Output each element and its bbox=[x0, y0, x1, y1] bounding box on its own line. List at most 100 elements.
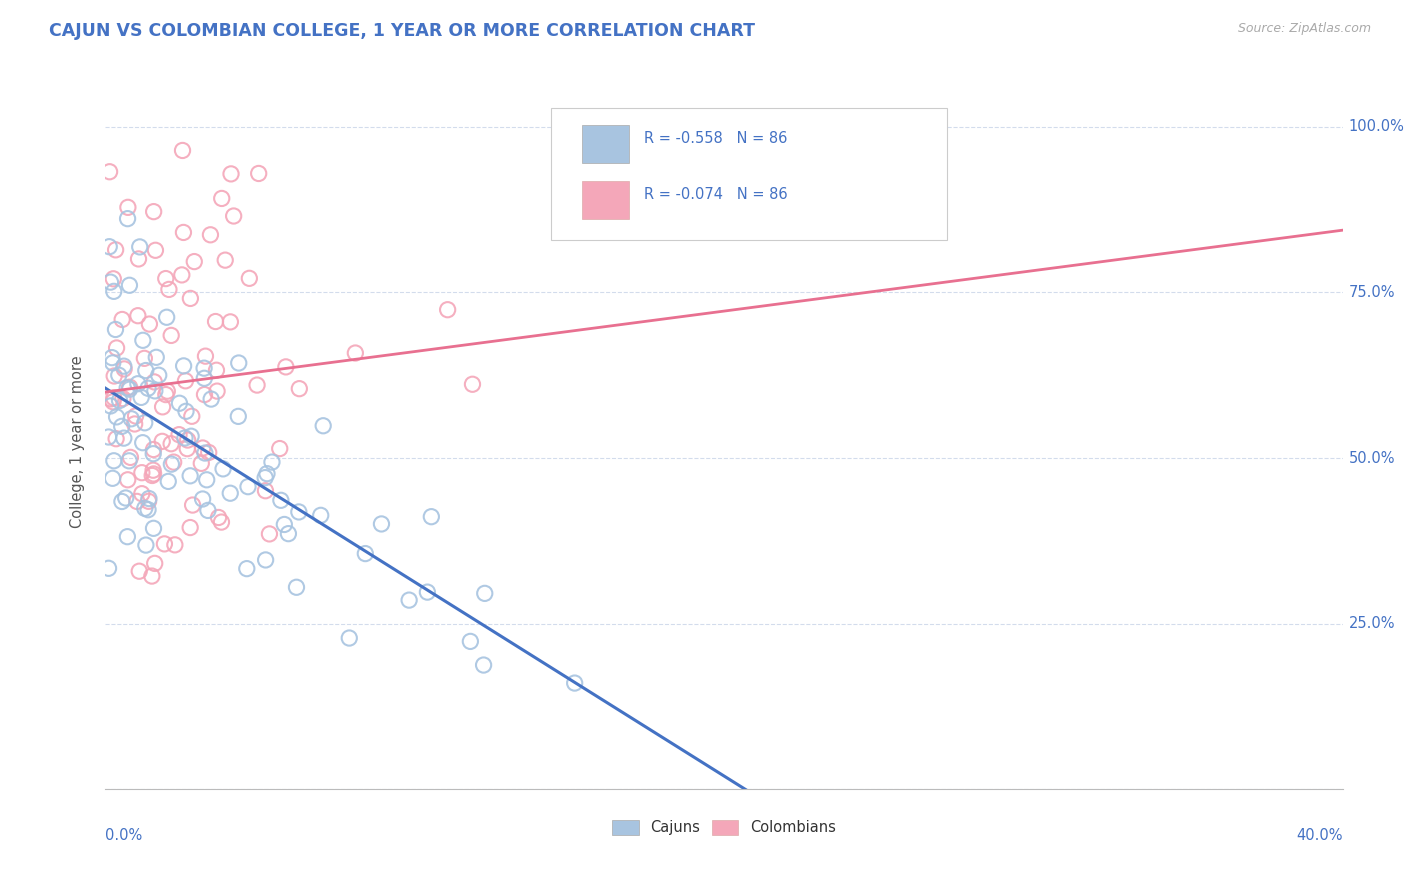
Point bbox=[172, 144, 194, 158]
Point bbox=[105, 432, 128, 446]
Point bbox=[118, 454, 141, 468]
Point bbox=[136, 381, 159, 395]
Point bbox=[112, 431, 135, 445]
Point bbox=[131, 466, 153, 480]
Point bbox=[254, 470, 277, 484]
Point bbox=[104, 322, 127, 336]
Point bbox=[564, 676, 586, 690]
Point bbox=[259, 527, 281, 541]
Point bbox=[193, 371, 215, 385]
Point bbox=[337, 631, 360, 645]
Point bbox=[103, 391, 125, 405]
Point bbox=[148, 368, 170, 383]
Point bbox=[135, 538, 157, 552]
Point bbox=[141, 468, 163, 483]
Point bbox=[193, 387, 215, 401]
Point bbox=[125, 494, 148, 508]
Point bbox=[370, 516, 392, 531]
Point bbox=[117, 211, 139, 226]
Point bbox=[179, 468, 201, 483]
Point bbox=[288, 382, 311, 396]
Point bbox=[273, 517, 295, 532]
Text: R = -0.558   N = 86: R = -0.558 N = 86 bbox=[644, 131, 787, 146]
Point bbox=[197, 503, 219, 517]
Point bbox=[174, 374, 197, 388]
Point bbox=[309, 508, 332, 523]
Point bbox=[219, 167, 242, 181]
Point bbox=[142, 447, 165, 461]
Point bbox=[173, 359, 195, 373]
Point bbox=[111, 494, 134, 508]
Point bbox=[420, 509, 443, 524]
Point bbox=[354, 547, 377, 561]
Point bbox=[127, 376, 149, 391]
Point bbox=[436, 302, 458, 317]
Point bbox=[153, 537, 176, 551]
Point bbox=[141, 569, 163, 583]
Point bbox=[143, 557, 166, 571]
Point bbox=[97, 561, 120, 575]
Point bbox=[238, 271, 260, 285]
Point bbox=[167, 427, 190, 442]
Point bbox=[152, 400, 174, 414]
Point bbox=[256, 467, 278, 481]
Point bbox=[105, 341, 128, 355]
Point bbox=[174, 431, 197, 445]
Point bbox=[143, 384, 166, 398]
Point bbox=[270, 493, 292, 508]
Point bbox=[212, 462, 235, 476]
Point bbox=[142, 521, 165, 535]
Point bbox=[103, 272, 125, 286]
Point bbox=[169, 396, 191, 410]
Point bbox=[204, 314, 226, 328]
Point bbox=[134, 501, 156, 516]
Point bbox=[163, 455, 186, 469]
Point bbox=[128, 240, 150, 254]
FancyBboxPatch shape bbox=[582, 125, 628, 163]
Point bbox=[472, 658, 495, 673]
Point bbox=[100, 399, 122, 413]
Point bbox=[103, 285, 125, 299]
Point bbox=[191, 491, 214, 506]
Y-axis label: College, 1 year or more: College, 1 year or more bbox=[70, 355, 84, 528]
Point bbox=[194, 349, 217, 363]
Point bbox=[104, 243, 127, 257]
Text: 50.0%: 50.0% bbox=[1348, 450, 1395, 466]
Point bbox=[128, 564, 150, 578]
Point bbox=[142, 463, 165, 477]
Point bbox=[156, 310, 179, 325]
Point bbox=[416, 585, 439, 599]
Point bbox=[112, 362, 135, 376]
Text: CAJUN VS COLOMBIAN COLLEGE, 1 YEAR OR MORE CORRELATION CHART: CAJUN VS COLOMBIAN COLLEGE, 1 YEAR OR MO… bbox=[49, 22, 755, 40]
Point bbox=[98, 240, 121, 254]
Point bbox=[157, 475, 180, 489]
Point bbox=[150, 434, 173, 449]
Point bbox=[183, 254, 205, 268]
Point bbox=[277, 526, 299, 541]
Point bbox=[124, 417, 146, 431]
Point bbox=[179, 520, 201, 534]
Point bbox=[200, 392, 222, 406]
Text: Source: ZipAtlas.com: Source: ZipAtlas.com bbox=[1237, 22, 1371, 36]
Point bbox=[176, 433, 198, 447]
Point bbox=[155, 271, 177, 285]
Legend: Cajuns, Colombians: Cajuns, Colombians bbox=[606, 814, 842, 841]
Point bbox=[124, 409, 146, 423]
Text: 0.0%: 0.0% bbox=[105, 828, 142, 843]
Point bbox=[156, 384, 179, 399]
Point bbox=[145, 244, 167, 258]
Point bbox=[398, 593, 420, 607]
Point bbox=[160, 328, 183, 343]
Point bbox=[191, 441, 214, 455]
Point bbox=[127, 309, 149, 323]
Point bbox=[138, 491, 160, 506]
Point bbox=[180, 409, 202, 424]
Point bbox=[228, 356, 250, 370]
Point bbox=[118, 382, 141, 396]
Point bbox=[170, 268, 193, 282]
Point bbox=[101, 351, 124, 365]
Point bbox=[205, 384, 228, 398]
Point bbox=[100, 275, 122, 289]
Point bbox=[103, 369, 125, 384]
Point bbox=[174, 404, 197, 418]
